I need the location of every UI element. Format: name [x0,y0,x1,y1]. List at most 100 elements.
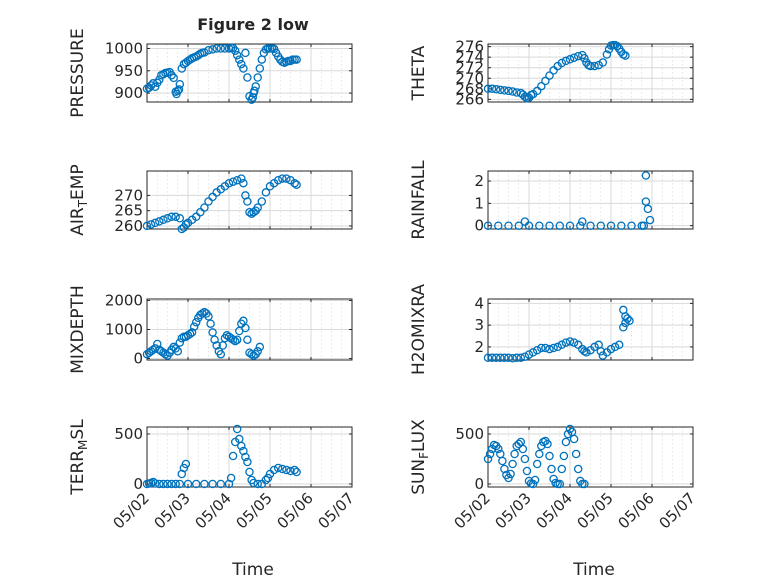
data-point [643,204,653,214]
data-point [569,434,579,444]
data-point [155,217,164,226]
data-point [606,221,616,230]
data-point [559,451,569,461]
x-tick-label: 05/04 [533,489,576,532]
data-point [175,79,185,89]
data-point [212,341,221,350]
data-point [522,466,532,476]
data-point [621,51,630,60]
data-point [282,174,291,183]
data-point [250,86,259,96]
data-point [557,58,567,68]
data-point [292,180,301,189]
data-point [290,178,299,188]
data-point [524,350,534,359]
data-point [189,322,199,331]
data-point [496,353,505,363]
data-point [555,221,565,230]
y-tick-label: 1 [474,194,484,212]
data-point [606,344,616,354]
data-point [621,318,630,328]
data-point [210,335,219,344]
data-point [514,221,524,230]
data-point [239,64,248,73]
data-point [245,467,254,477]
data-point [224,178,234,188]
data-point [191,317,201,327]
data-point [179,463,189,473]
data-point [286,56,295,66]
data-point [177,64,187,73]
y-tick-label: 900 [114,84,143,102]
data-point [208,192,217,202]
y-tick-label: 1000 [105,39,143,57]
data-point [171,479,180,489]
data-point [555,479,565,489]
data-point [175,479,185,489]
data-point [516,437,526,447]
data-point [181,459,191,469]
data-point [161,349,170,359]
data-point [200,479,209,489]
data-point [518,444,528,454]
data-point [159,215,168,225]
data-point [235,55,244,64]
x-tick-label: 05/02 [110,489,153,532]
y-axis-label: PRESSURE [68,28,88,117]
data-point [232,50,242,60]
data-point [565,221,575,230]
x-tick-label: 05/05 [233,489,276,532]
data-point [261,475,271,485]
data-point [596,221,606,230]
y-tick-label: 0 [133,350,143,368]
data-point [541,76,550,86]
data-point [596,347,606,356]
data-point [512,353,521,363]
y-tick-label: 0 [474,217,484,235]
data-point [547,464,556,474]
y-tick-label: 274 [455,48,484,66]
data-point [498,456,507,466]
data-point [520,352,530,361]
y-axis-label: TERRMSL [68,419,90,496]
axes-box [146,170,353,230]
x-tick-label: 05/02 [451,489,494,532]
y-tick-label: 276 [455,38,484,56]
y-tick-label: 2 [474,172,484,190]
figure-title: Figure 2 low [197,15,309,34]
data-point [520,92,530,101]
data-point [232,424,242,434]
data-point [504,86,513,96]
x-tick-label: 05/03 [492,489,535,532]
data-point [612,41,622,51]
data-point [212,44,221,53]
data-point [167,479,176,489]
data-point [163,214,172,223]
data-point [487,353,497,363]
data-point [208,479,217,489]
data-point [200,48,209,57]
y-tick-label: 2000 [105,291,143,309]
data-point [255,64,265,73]
data-point [228,451,238,461]
data-point [171,212,180,222]
data-point [491,353,501,363]
data-point [278,464,287,474]
data-point [569,338,579,347]
data-point [150,218,160,228]
data-point [218,341,228,350]
data-point [565,337,575,346]
data-point [173,347,183,356]
data-point [167,212,176,222]
data-point [610,342,620,352]
data-point [561,56,571,66]
data-point [582,348,591,357]
data-point [545,344,554,354]
data-point [625,316,634,326]
y-axis-label: H2OMIXRA [409,284,429,375]
data-point [292,467,301,477]
x-tick-label: 05/04 [192,489,235,532]
data-point [245,207,254,217]
data-point [537,343,546,353]
